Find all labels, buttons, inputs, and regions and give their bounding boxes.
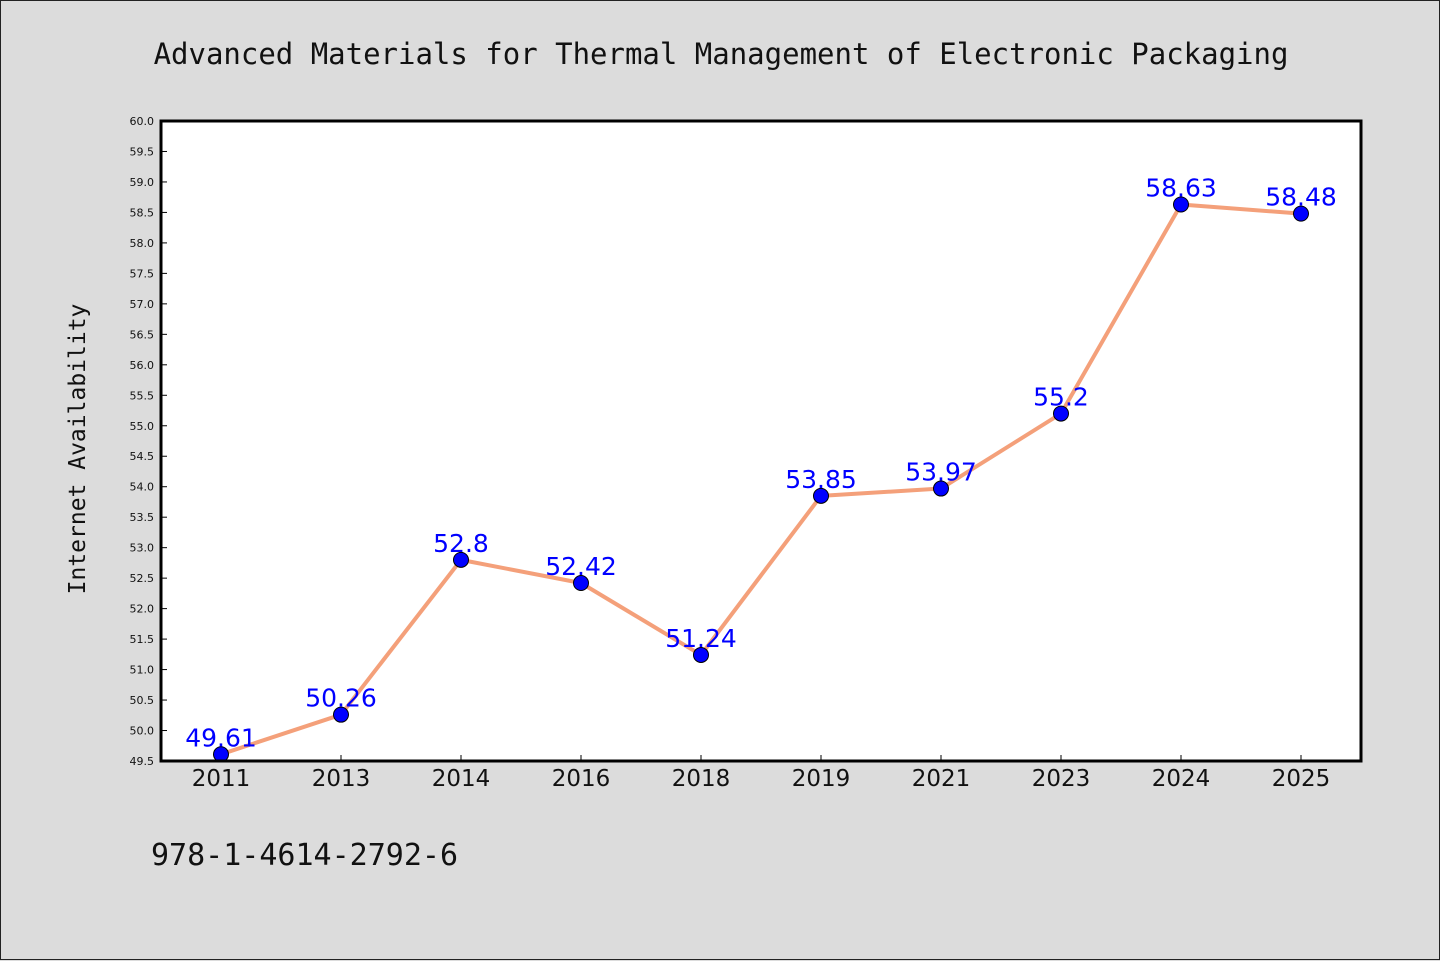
data-point-marker <box>573 575 589 592</box>
data-value-label: 53.85 <box>785 465 857 494</box>
y-tick-label: 54.5 <box>130 450 155 463</box>
y-tick-label: 49.5 <box>130 755 155 768</box>
data-markers <box>213 196 1309 763</box>
series-line <box>220 202 1302 757</box>
y-axis-label: Internet Availability <box>65 304 91 595</box>
x-axis-ticks: 2011 2013 2014 2016 2018 2019 2021 2023 2024 2025 <box>192 755 1331 792</box>
y-tick-label: 53.0 <box>130 542 155 555</box>
data-value-label: 55.2 <box>1033 383 1089 412</box>
data-point-marker <box>933 480 949 497</box>
chart-title: Advanced Materials for Thermal Managemen… <box>154 37 1289 71</box>
y-tick-label: 55.0 <box>130 420 155 433</box>
x-tick-label: 2014 <box>432 766 491 792</box>
x-tick-label: 2025 <box>1272 766 1331 792</box>
data-labels: 49.61 50.26 52.8 52.42 51.24 53.85 53.97 55.2 58… <box>185 174 1337 753</box>
plot-border <box>159 119 1363 763</box>
isbn-text: 978-1-4614-2792-6 <box>151 838 458 873</box>
plot-area <box>161 121 1361 761</box>
data-point-marker <box>1293 205 1309 222</box>
x-tick-label: 2016 <box>552 766 611 792</box>
x-tick-label: 2024 <box>1152 766 1211 792</box>
x-tick-label: 2013 <box>312 766 371 792</box>
data-point-marker <box>453 551 469 568</box>
y-tick-label: 56.0 <box>130 359 155 372</box>
y-tick-label: 55.5 <box>130 389 155 402</box>
data-point-marker <box>333 706 349 723</box>
y-tick-label: 53.5 <box>130 511 155 524</box>
data-point-marker <box>1053 405 1069 422</box>
data-point-marker <box>1173 196 1189 213</box>
data-value-label: 52.42 <box>545 552 617 581</box>
y-tick-label: 56.5 <box>130 328 155 341</box>
y-axis-ticks: 49.5 50.0 50.5 51.0 51.5 52.0 52.5 53.0 53.5 54.0… <box>130 115 167 768</box>
x-tick-label: 2018 <box>672 766 731 792</box>
y-tick-label: 59.0 <box>130 176 155 189</box>
y-tick-label: 51.5 <box>130 633 155 646</box>
data-point-marker <box>693 646 709 663</box>
x-tick-label: 2021 <box>912 766 971 792</box>
y-tick-label: 54.0 <box>130 481 155 494</box>
y-tick-label: 50.5 <box>130 694 155 707</box>
y-tick-label: 59.5 <box>130 145 155 158</box>
y-tick-label: 58.0 <box>130 237 155 250</box>
data-value-label: 58.48 <box>1265 183 1337 212</box>
y-tick-label: 57.0 <box>130 298 155 311</box>
data-value-label: 51.24 <box>665 624 737 653</box>
data-value-label: 53.97 <box>905 458 977 487</box>
y-tick-label: 51.0 <box>130 664 155 677</box>
x-tick-label: 2019 <box>792 766 851 792</box>
data-value-label: 49.61 <box>185 723 257 752</box>
data-point-marker <box>813 487 829 504</box>
y-tick-label: 52.0 <box>130 603 155 616</box>
data-value-label: 58.63 <box>1145 174 1217 203</box>
data-value-label: 52.8 <box>433 529 489 558</box>
y-tick-label: 57.5 <box>130 267 155 280</box>
x-tick-label: 2023 <box>1032 766 1091 792</box>
y-tick-label: 58.5 <box>130 206 155 219</box>
y-tick-label: 50.0 <box>130 725 155 738</box>
y-tick-label: 52.5 <box>130 572 155 585</box>
y-tick-label: 60.0 <box>130 115 155 128</box>
x-tick-label: 2011 <box>192 766 251 792</box>
data-value-label: 50.26 <box>305 684 377 713</box>
